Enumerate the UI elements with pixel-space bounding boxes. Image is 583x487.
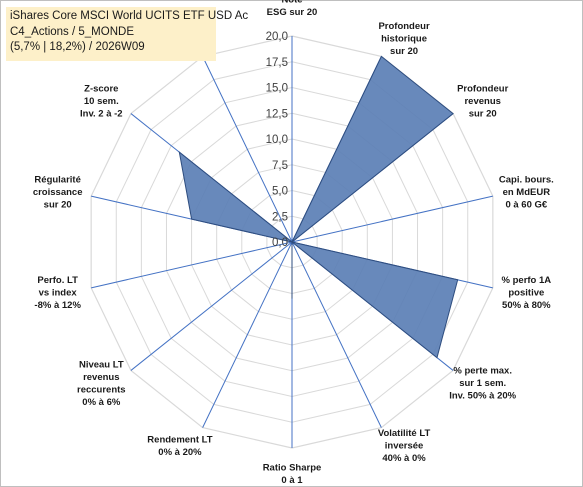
radar-category-label: Z-score bbox=[84, 84, 118, 95]
radar-spoke bbox=[291, 241, 382, 428]
radar-category-label: % perfo 1A bbox=[502, 275, 552, 286]
radar-spoke bbox=[130, 241, 293, 371]
radar-category-label: ESG sur 20 bbox=[267, 7, 318, 18]
title-line-1: iShares Core MSCI World UCITS ETF USD Ac bbox=[10, 10, 249, 22]
radar-category-label: croissance bbox=[33, 187, 83, 198]
radar-spoke bbox=[202, 56, 293, 243]
radar-spoke bbox=[291, 195, 493, 243]
radar-category-label: Perfo. LT bbox=[37, 275, 78, 286]
radar-tick-labels: 0,0 2,5 5,0 7,5 10,0 12,5 15,0 17,5 20,0 bbox=[266, 31, 288, 249]
radar-category-label: 0 à 60 G€ bbox=[505, 199, 547, 210]
radar-category-label: revenus bbox=[464, 96, 500, 107]
radar-category-label: -8% à 12% bbox=[34, 300, 81, 311]
title-box: iShares Core MSCI World UCITS ETF USD Ac… bbox=[6, 7, 249, 61]
radar-category-label: revenus bbox=[83, 372, 119, 383]
radar-category-label: sur 20 bbox=[44, 199, 72, 210]
radar-spoke bbox=[202, 241, 293, 428]
radar-category-label: sur 1 sem. bbox=[459, 378, 506, 389]
radar-category-label: 10 sem. bbox=[84, 96, 119, 107]
radar-tick-label: 7,5 bbox=[272, 160, 288, 172]
radar-tick-label: 20,0 bbox=[266, 31, 288, 43]
radar-category-label: vs index bbox=[39, 287, 78, 298]
radar-category-label: historique bbox=[381, 34, 427, 45]
title-line-3: (5,7% | 18,2%) / 2026W09 bbox=[10, 41, 145, 53]
radar-category-label: Rendement LT bbox=[147, 434, 212, 445]
title-line-2: C4_Actions / 5_MONDE bbox=[10, 25, 134, 38]
radar-category-label: inversée bbox=[385, 441, 424, 452]
radar-category-label: Note bbox=[281, 0, 302, 5]
radar-category-label: Régularité bbox=[34, 174, 80, 185]
radar-category-label: Capi. bours. bbox=[499, 174, 554, 185]
radar-series-area bbox=[178, 55, 459, 359]
radar-tick-label: 17,5 bbox=[266, 57, 288, 69]
radar-tick-label: 2,5 bbox=[272, 211, 288, 223]
radar-tick-label: 0,0 bbox=[272, 237, 288, 249]
radar-category-label: Niveau LT bbox=[79, 359, 124, 370]
radar-category-label: Inv. 50% à 20% bbox=[449, 391, 516, 402]
radar-category-label: Inv. 2 à -2 bbox=[80, 109, 123, 120]
radar-category-label: 0% à 20% bbox=[158, 447, 202, 458]
radar-category-label: Ratio Sharpe bbox=[263, 463, 322, 474]
radar-spoke bbox=[91, 241, 293, 289]
radar-category-label: sur 20 bbox=[469, 109, 497, 120]
radar-category-label: Volatilité LT bbox=[378, 428, 431, 439]
radar-category-label: Profondeur bbox=[457, 84, 508, 95]
radar-category-label: 40% à 0% bbox=[382, 453, 426, 464]
radar-category-label: sur 20 bbox=[390, 46, 418, 57]
radar-category-label: 0% à 6% bbox=[82, 397, 121, 408]
radar-category-label: en MdEUR bbox=[503, 187, 551, 198]
radar-category-label: reccurents bbox=[77, 384, 126, 395]
radar-tick-label: 12,5 bbox=[266, 108, 288, 120]
radar-category-label: % perte max. bbox=[453, 366, 512, 377]
radar-category-label: 0 à 1 bbox=[281, 475, 303, 486]
radar-category-label: Profondeur bbox=[378, 21, 429, 32]
radar-tick-label: 5,0 bbox=[272, 186, 288, 198]
radar-category-label: positive bbox=[508, 287, 544, 298]
radar-tick-label: 10,0 bbox=[266, 134, 288, 146]
radar-category-label: 50% à 80% bbox=[502, 300, 551, 311]
radar-tick-label: 15,0 bbox=[266, 83, 288, 95]
